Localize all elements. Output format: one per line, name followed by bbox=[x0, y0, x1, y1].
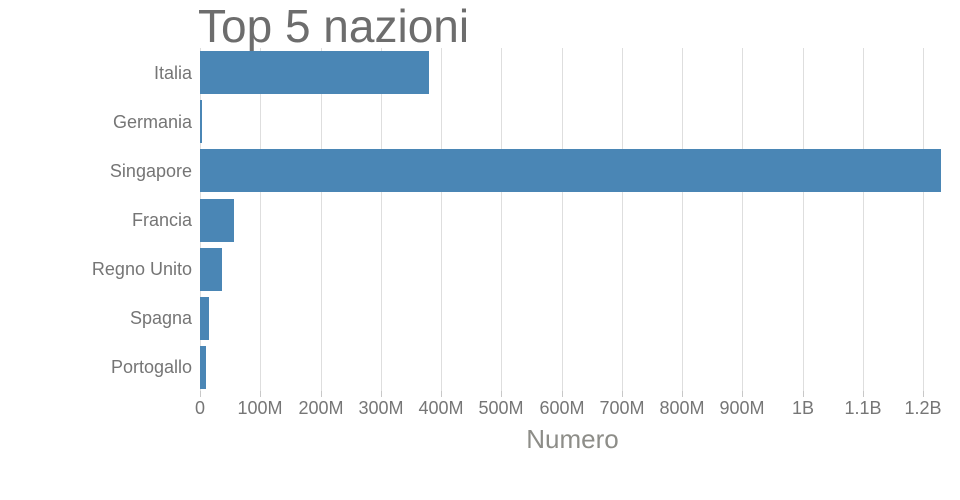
x-tick-label-500m: 500M bbox=[478, 398, 524, 418]
x-tick-mark bbox=[321, 391, 322, 397]
y-label-francia: Francia bbox=[131, 210, 192, 230]
grid-line-700m bbox=[622, 48, 623, 391]
y-label-spagna: Spagna bbox=[129, 308, 192, 329]
x-tick-label-1-2b: 1.2B bbox=[904, 398, 942, 418]
x-tick-label-600m: 600M bbox=[539, 398, 585, 418]
chart-title: Top 5 nazioni bbox=[198, 0, 470, 52]
x-tick-label-1-1b: 1.1B bbox=[844, 398, 882, 418]
x-tick-label-800m: 800M bbox=[659, 398, 705, 418]
x-tick-label-900m: 900M bbox=[719, 398, 765, 418]
x-tick-mark bbox=[863, 391, 864, 397]
x-tick-mark bbox=[260, 391, 261, 397]
y-label-singapore: Singapore bbox=[109, 160, 192, 181]
bar-spagna[interactable] bbox=[200, 296, 209, 340]
x-tick-mark bbox=[441, 391, 442, 397]
grid-line-500m bbox=[501, 48, 502, 391]
bar-singapore[interactable] bbox=[200, 149, 942, 193]
grid-line-400m bbox=[441, 48, 442, 391]
x-tick-label-100m: 100M bbox=[237, 398, 283, 418]
x-tick-label-1b: 1B bbox=[791, 398, 815, 418]
grid-line-800m bbox=[682, 48, 683, 391]
x-tick-mark bbox=[200, 391, 201, 397]
grid-line-1b bbox=[803, 48, 804, 391]
bar-portogallo[interactable] bbox=[200, 345, 206, 389]
y-label-portogallo: Portogallo bbox=[110, 357, 192, 378]
bar-francia[interactable] bbox=[200, 198, 234, 242]
grid-line-100m bbox=[260, 48, 261, 391]
x-tick-mark bbox=[682, 391, 683, 397]
grid-line-200m bbox=[321, 48, 322, 391]
x-tick-mark bbox=[622, 391, 623, 397]
y-label-italia: Italia bbox=[153, 62, 192, 83]
y-label-regno-unito: Regno Unito bbox=[91, 259, 192, 280]
x-tick-mark bbox=[381, 391, 382, 397]
x-tick-label-300m: 300M bbox=[358, 398, 404, 418]
bar-germania[interactable] bbox=[200, 100, 202, 144]
grid-line-300m bbox=[381, 48, 382, 391]
x-tick-mark bbox=[501, 391, 502, 397]
x-tick-label-400m: 400M bbox=[418, 398, 464, 418]
grid-line-1-2b bbox=[923, 48, 924, 391]
x-tick-mark bbox=[562, 391, 563, 397]
x-tick-label-0: 0 bbox=[194, 398, 205, 418]
x-axis-title: Numero bbox=[526, 424, 619, 454]
bar-regno-unito[interactable] bbox=[200, 247, 222, 291]
y-label-germania: Germania bbox=[112, 111, 192, 132]
grid-line-1-1b bbox=[863, 48, 864, 391]
x-tick-label-700m: 700M bbox=[599, 398, 645, 418]
x-tick-mark bbox=[803, 391, 804, 397]
grid-line-600m bbox=[562, 48, 563, 391]
x-tick-mark bbox=[742, 391, 743, 397]
x-tick-label-200m: 200M bbox=[298, 398, 344, 418]
bar-italia[interactable] bbox=[200, 51, 429, 95]
grid-line-900m bbox=[742, 48, 743, 391]
x-tick-mark bbox=[923, 391, 924, 397]
